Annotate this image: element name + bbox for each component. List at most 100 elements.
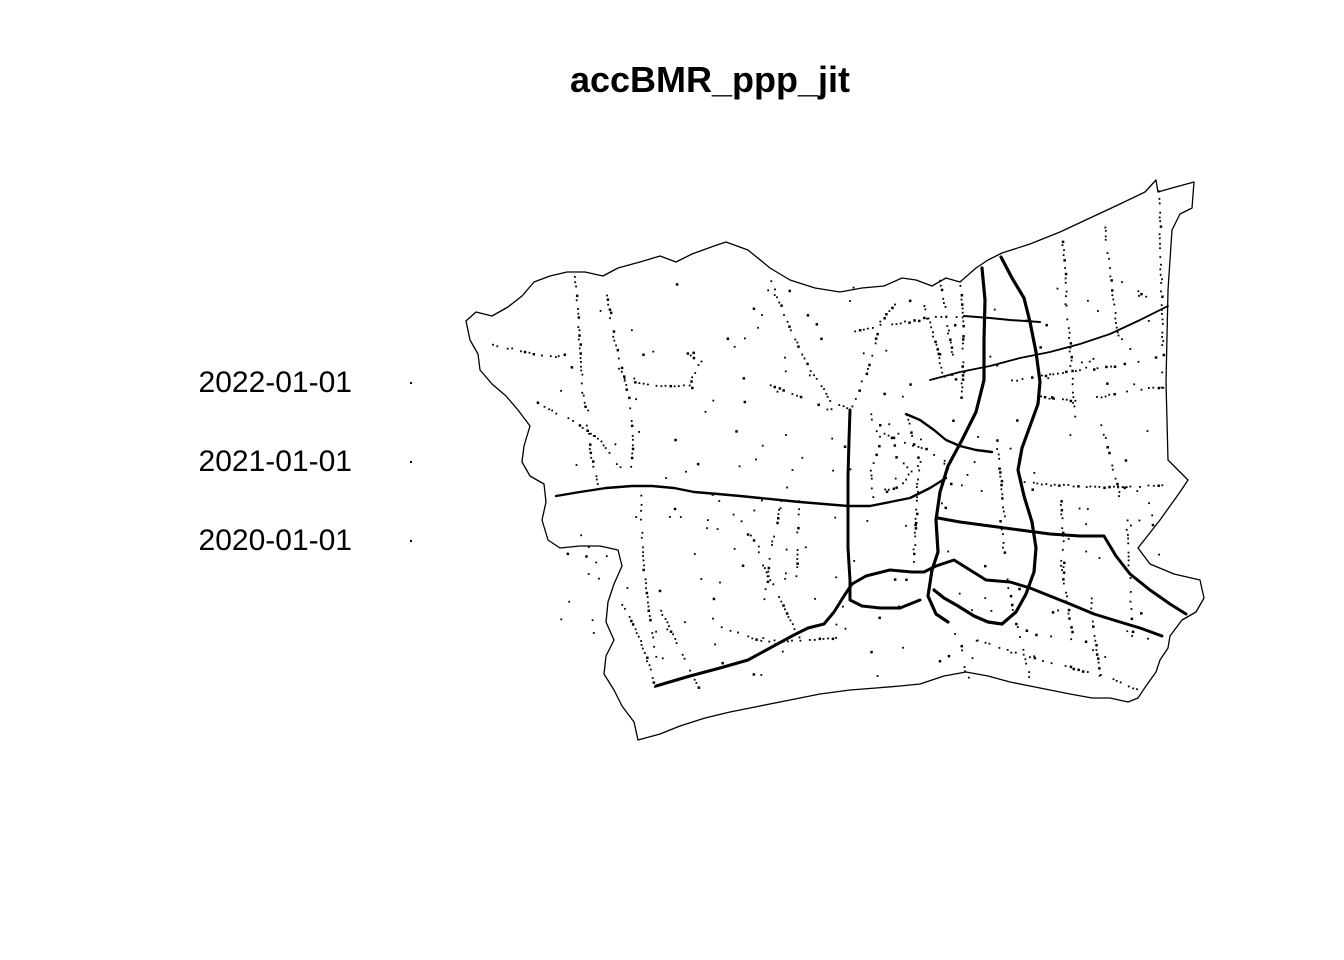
accident-point — [628, 616, 631, 618]
accident-point — [1127, 534, 1129, 536]
accident-point — [1104, 437, 1107, 439]
accident-point — [761, 499, 763, 502]
accident-point — [858, 329, 862, 332]
accident-point — [1123, 362, 1127, 366]
accident-point — [943, 302, 945, 304]
accident-point — [634, 628, 637, 631]
accident-point — [943, 462, 946, 465]
accident-point — [1031, 488, 1034, 491]
accident-point — [1140, 388, 1143, 391]
accident-point — [996, 439, 999, 442]
accident-point — [784, 577, 787, 580]
accident-point — [797, 513, 800, 516]
accident-point — [916, 483, 919, 485]
accident-point — [1109, 275, 1112, 278]
accident-point — [1148, 387, 1150, 389]
accident-point — [955, 316, 958, 318]
accident-point — [1071, 630, 1074, 634]
accident-point — [858, 389, 861, 392]
accident-point — [616, 348, 620, 352]
accident-point — [973, 461, 976, 463]
accident-point — [944, 506, 947, 510]
accident-point — [1126, 390, 1128, 393]
accident-point — [1069, 434, 1072, 436]
accident-point — [1161, 309, 1163, 311]
accident-point — [945, 315, 948, 318]
accident-point — [729, 629, 732, 632]
accident-point — [645, 582, 647, 585]
accident-point — [901, 395, 904, 398]
accident-point — [912, 444, 914, 447]
accident-point — [1093, 368, 1096, 371]
accident-point — [997, 453, 1000, 456]
accident-point — [733, 548, 736, 550]
accident-point — [606, 294, 608, 297]
accident-point — [577, 338, 580, 341]
accident-point — [954, 324, 957, 327]
accident-point — [825, 392, 828, 395]
accident-point — [883, 432, 886, 435]
accident-point — [960, 396, 963, 399]
accident-point — [631, 329, 633, 332]
accident-point — [798, 508, 800, 511]
accident-point — [870, 413, 873, 416]
accident-point — [646, 660, 648, 663]
accident-point — [1060, 559, 1063, 562]
accident-point — [740, 520, 743, 523]
accident-point — [511, 347, 514, 350]
accident-point — [895, 486, 898, 489]
accident-point — [803, 357, 806, 360]
accident-point — [796, 553, 799, 556]
accident-point — [755, 458, 757, 461]
accident-point — [1006, 578, 1009, 581]
accident-point — [578, 329, 581, 332]
accident-point — [628, 396, 631, 400]
accident-point — [536, 401, 540, 404]
accident-point — [920, 438, 922, 441]
accident-point — [944, 306, 947, 308]
accident-point — [1138, 295, 1140, 297]
accident-point — [849, 300, 851, 302]
accident-point — [925, 447, 928, 451]
accident-point — [767, 575, 770, 578]
accident-point — [1002, 542, 1005, 544]
accident-point — [608, 308, 612, 311]
accident-point — [737, 631, 739, 634]
accident-point — [718, 500, 721, 502]
accident-point — [1111, 464, 1114, 467]
accident-point — [823, 388, 825, 390]
accident-point — [930, 326, 932, 329]
accident-point — [661, 657, 664, 660]
accident-point — [794, 338, 797, 341]
accident-point — [595, 478, 598, 481]
accident-point — [913, 319, 916, 322]
accident-point — [904, 441, 906, 444]
accident-point — [1036, 482, 1039, 485]
accident-point — [1145, 295, 1148, 298]
accident-point — [649, 668, 652, 671]
road-cluster — [936, 516, 1188, 616]
accident-point — [1161, 371, 1164, 374]
accident-point — [742, 377, 746, 380]
accident-point — [1162, 353, 1166, 357]
accident-point — [719, 581, 721, 584]
accident-point — [1006, 649, 1009, 651]
accident-point — [520, 350, 522, 353]
accident-point — [962, 335, 965, 338]
accident-point — [700, 578, 703, 580]
accident-point — [647, 383, 649, 386]
accident-point — [768, 640, 771, 643]
accident-point — [919, 461, 922, 463]
accident-point — [1159, 220, 1162, 223]
accident-point — [935, 316, 937, 318]
accident-point — [1016, 626, 1019, 628]
accident-point — [1003, 551, 1007, 554]
accident-point — [711, 493, 715, 496]
accident-point — [1127, 542, 1130, 545]
accident-point — [785, 572, 787, 575]
accident-point — [876, 332, 879, 336]
accident-point — [673, 507, 677, 511]
accident-point — [797, 345, 800, 348]
accident-point — [1045, 323, 1048, 327]
accident-point — [1097, 310, 1099, 312]
